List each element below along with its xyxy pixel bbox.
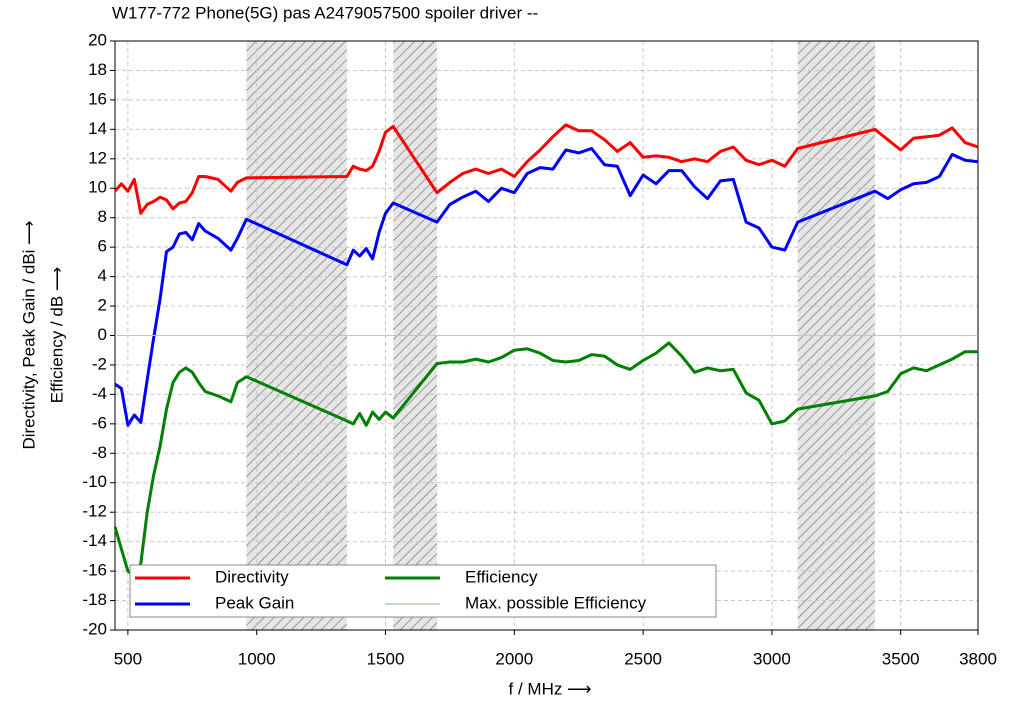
y-tick-label: -6 — [92, 413, 107, 432]
y-axis-label: Efficiency / dB ⟶ — [47, 267, 66, 404]
x-tick-label: 1000 — [238, 649, 276, 668]
y-tick-label: 20 — [88, 30, 107, 49]
x-axis-label: f / MHz ⟶ — [509, 679, 592, 698]
legend-box — [129, 564, 717, 618]
x-tick-label: 3000 — [753, 649, 791, 668]
legend-label: Efficiency — [465, 567, 538, 586]
legend-label: Peak Gain — [215, 593, 294, 612]
y-tick-label: -10 — [82, 472, 107, 491]
y-tick-label: 0 — [98, 325, 107, 344]
y-tick-label: 2 — [98, 296, 107, 315]
x-tick-label: 2000 — [495, 649, 533, 668]
y-tick-label: -8 — [92, 443, 107, 462]
series-line — [114, 147, 979, 427]
y-tick-label: 14 — [88, 119, 107, 138]
series-line — [113, 123, 979, 215]
y-tick-label: 4 — [98, 266, 107, 285]
x-tick-label: 2500 — [624, 649, 662, 668]
y-tick-label: -14 — [82, 531, 107, 550]
y-tick-label: 12 — [88, 148, 107, 167]
x-tick-label: 1500 — [367, 649, 405, 668]
series-line — [113, 341, 978, 577]
x-tick-label: 3500 — [882, 649, 920, 668]
y-tick-label: 18 — [88, 60, 107, 79]
chart-title: W177-772 Phone(5G) pas A2479057500 spoil… — [112, 3, 538, 22]
y-tick-label: -2 — [92, 354, 107, 373]
y-tick-label: -18 — [82, 590, 107, 609]
legend-label: Directivity — [215, 567, 289, 586]
x-tick-label: 500 — [114, 649, 142, 668]
x-tick-label: 3800 — [959, 649, 997, 668]
y-tick-label: 16 — [88, 89, 107, 108]
y-tick-label: 8 — [98, 207, 107, 226]
y-tick-label: -12 — [82, 502, 107, 521]
legend-label: Max. possible Efficiency — [465, 593, 647, 612]
y-tick-label: 10 — [88, 178, 107, 197]
y-tick-label: -4 — [92, 384, 107, 403]
y-axis-label: Directivity, Peak Gain / dBi ⟶ — [19, 220, 38, 449]
y-tick-label: 6 — [98, 237, 107, 256]
y-tick-label: -16 — [82, 561, 107, 580]
y-tick-label: -20 — [82, 619, 107, 638]
